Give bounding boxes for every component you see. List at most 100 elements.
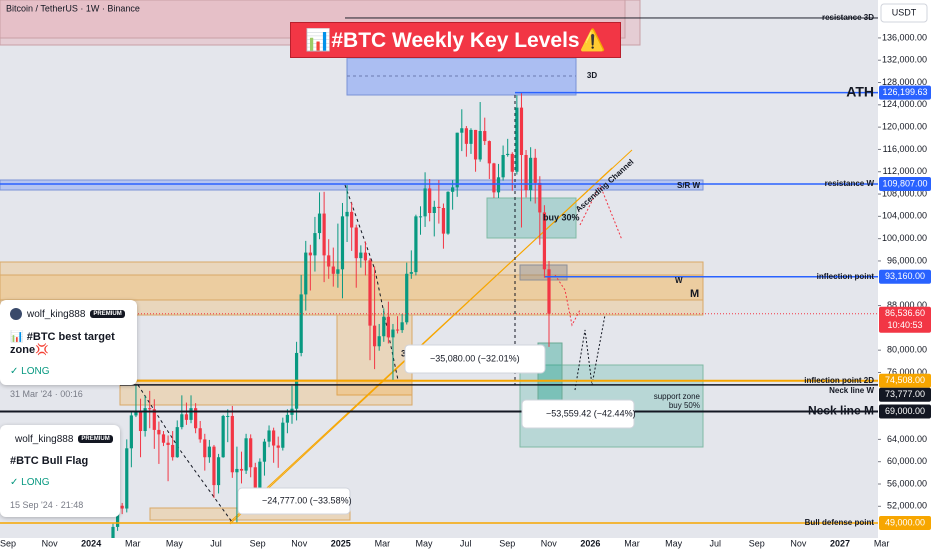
candle-body (437, 206, 441, 208)
annotation: M (690, 288, 699, 300)
y-tick-label: 80,000.00 (887, 345, 927, 355)
x-tick-label: May (665, 538, 683, 548)
candle-body (506, 153, 510, 156)
price-label: 109,807.00 (882, 178, 927, 188)
x-tick-label: May (166, 538, 184, 548)
candle-body (272, 430, 276, 446)
y-tick-label: 96,000.00 (887, 255, 927, 265)
annotation: 3D (587, 71, 597, 80)
y-tick-label: 104,000.00 (882, 211, 927, 221)
price-label-box (879, 85, 931, 100)
candle-body (455, 132, 459, 188)
candle-body (441, 207, 446, 234)
candle-body (359, 252, 363, 259)
price-label-box (879, 516, 931, 531)
candle-body (221, 415, 225, 458)
candle-body (382, 316, 386, 337)
candle-body (423, 188, 427, 217)
annotation: support zone (654, 392, 701, 401)
candle-body (515, 107, 519, 172)
candle-body (432, 206, 436, 214)
candle-body (354, 227, 358, 259)
currency-button[interactable] (880, 3, 928, 23)
zone-orange-inner (0, 274, 704, 301)
candle-body (143, 408, 147, 432)
level-name: ATH (846, 83, 874, 99)
x-tick-label: Nov (541, 538, 558, 548)
candle-body (161, 434, 166, 443)
y-tick-label: 132,000.00 (882, 55, 927, 65)
candle-body (262, 441, 267, 462)
candle-body (340, 216, 345, 270)
y-tick-label: 116,000.00 (883, 144, 927, 154)
currency[interactable]: USDT (892, 7, 917, 17)
candle-body (483, 131, 487, 142)
candle-body (464, 128, 468, 144)
y-tick-label: 108,000.00 (882, 188, 927, 198)
plot-background (0, 0, 878, 538)
candle-body (125, 448, 129, 509)
candle-body (400, 322, 404, 331)
candle-body (350, 211, 354, 228)
candle-body (212, 446, 216, 486)
candle-body (148, 408, 152, 410)
candle-body (244, 438, 248, 471)
level-name: Neck line M (808, 404, 874, 418)
candle-body (538, 182, 542, 213)
y-tick-label: 100,000.00 (882, 233, 927, 243)
countdown: 10:40:53 (887, 320, 922, 330)
candle-body (115, 505, 120, 527)
measure-label: −24,777.00 (−33.58%) (262, 495, 352, 505)
candle-body (524, 155, 528, 191)
price-label: 73,777.00 (885, 389, 925, 399)
price-label: 126,199.63 (882, 87, 927, 97)
y-tick-label: 128,000.00 (882, 77, 927, 87)
candle-body (194, 408, 198, 429)
idea-card[interactable]: wolf_king888 PREMIUM 📊 #BTC best target z… (0, 300, 137, 399)
candle-body (230, 415, 234, 473)
idea-card[interactable]: wolf_king888 PREMIUM #BTC Bull Flag ✓ LON… (0, 425, 120, 517)
candle-body (331, 266, 335, 274)
idea-date: 31 Mar '24 · 00:16 (10, 389, 83, 399)
x-tick-label: 2027 (830, 538, 850, 548)
candle-body (152, 409, 156, 430)
candle-body (446, 191, 450, 234)
x-tick-label: Mar (874, 538, 890, 548)
candle-body (120, 505, 124, 509)
dashed-path (137, 384, 233, 523)
measure-box (404, 344, 546, 374)
idea-direction: ✓ LONG (10, 366, 50, 377)
level-name: Neck line W (829, 386, 874, 395)
chart-title: 📊#BTC Weekly Key Levels⚠️ (290, 22, 621, 58)
candle-body (175, 427, 179, 458)
candle-body (391, 329, 395, 338)
measure-box (237, 487, 351, 515)
y-tick-label: 56,000.00 (887, 478, 927, 488)
candle-body (414, 216, 418, 273)
idea-author: wolf_king888 (27, 308, 86, 320)
candle-body (409, 272, 413, 274)
candle-body (138, 411, 143, 432)
price-label-box (879, 404, 931, 419)
candle-body (285, 414, 290, 423)
candle-body (166, 442, 170, 445)
candle-body (226, 415, 230, 417)
y-tick-label: 112,000.00 (883, 166, 927, 176)
candle-body (496, 177, 501, 193)
candle-body (519, 107, 524, 156)
idea-title: #BTC Bull Flag (10, 455, 89, 467)
candle-body (235, 468, 239, 473)
idea-date: 15 Sep '24 · 21:48 (10, 500, 84, 510)
candle-body (304, 252, 308, 295)
level-name: resistance W (825, 179, 875, 188)
candle-body (510, 153, 514, 172)
x-tick-label: Mar (375, 538, 391, 548)
annotation: S/R W (677, 181, 701, 190)
idea-badge: PREMIUM (90, 310, 125, 318)
candle-body (198, 428, 202, 440)
candle-body (327, 255, 331, 267)
candle-body (529, 157, 533, 191)
annotation: buy 50% (669, 401, 700, 410)
candle-body (308, 252, 312, 256)
